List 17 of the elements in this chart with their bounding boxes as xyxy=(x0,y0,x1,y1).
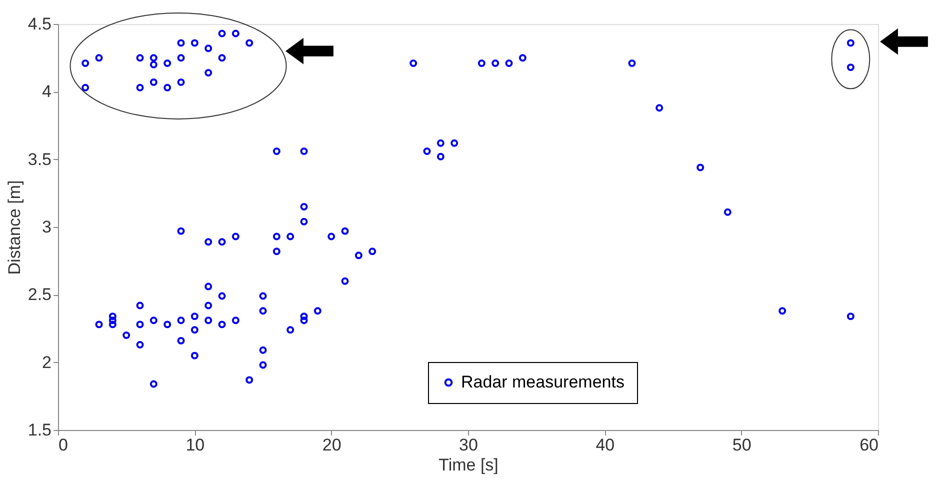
y-tick-label: 4 xyxy=(42,82,52,102)
x-tick-label: 60 xyxy=(860,436,878,454)
y-tick-label: 3 xyxy=(42,218,52,236)
y-tick-label: 2.5 xyxy=(28,285,52,304)
x-tick-label: 20 xyxy=(322,436,342,454)
x-tick-label: 0 xyxy=(58,436,68,454)
x-tick-label: 10 xyxy=(186,436,205,454)
x-axis-title: Time [s] xyxy=(438,456,498,474)
x-tick-label: 40 xyxy=(596,436,615,454)
y-tick-label: 2 xyxy=(42,352,52,372)
y-axis-title: Distance [m] xyxy=(4,180,24,275)
x-tick-label: 30 xyxy=(459,436,478,454)
x-tick-label: 50 xyxy=(732,436,752,454)
y-tick-label: 1.5 xyxy=(28,420,52,440)
y-tick-label: 3.5 xyxy=(28,150,52,169)
legend-label: Radar measurements xyxy=(461,372,624,392)
y-tick-label: 4.5 xyxy=(28,14,52,34)
